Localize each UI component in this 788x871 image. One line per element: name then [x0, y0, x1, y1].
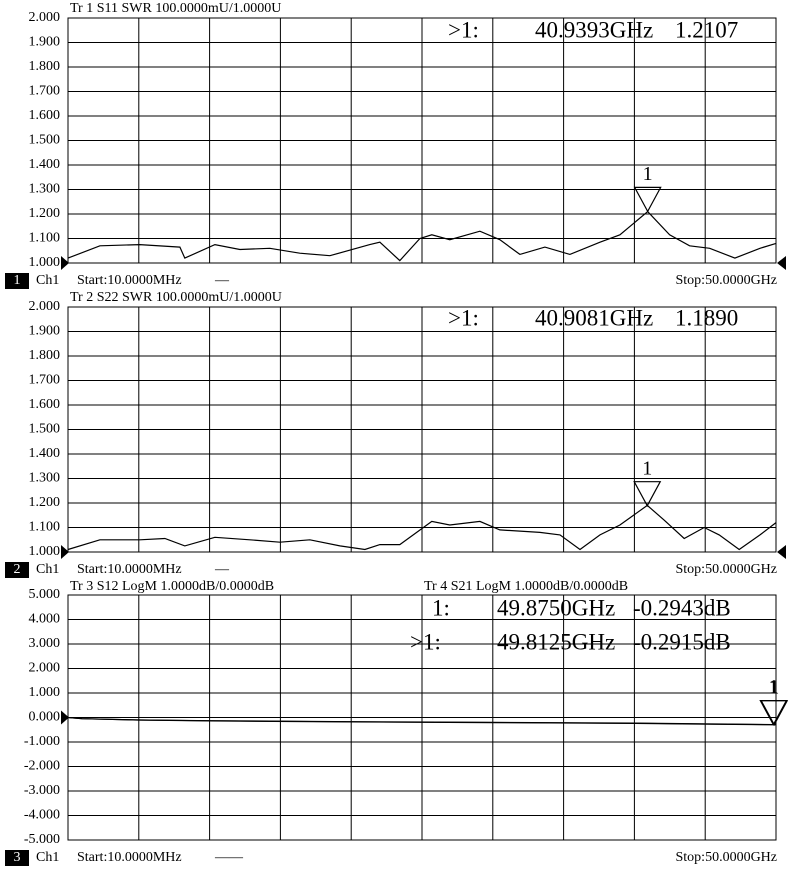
marker-prefix: >1: [410, 629, 441, 654]
marker-value: 1.2107 [675, 17, 738, 42]
trace [67, 504, 777, 551]
marker-prefix: >1: [448, 305, 479, 330]
channel-number: 1 [14, 273, 21, 288]
channel-name: Ch1 [36, 562, 59, 577]
channel-number: 3 [14, 850, 21, 865]
reference-marker [61, 545, 69, 559]
channel-number: 2 [14, 562, 21, 577]
marker-triangle [633, 186, 662, 213]
marker-label: 1 [642, 457, 652, 479]
marker-value: -0.2943dB [633, 595, 731, 620]
y-tick-label: 2.000 [29, 661, 61, 676]
y-tick-label: 1.000 [29, 685, 61, 700]
y-tick-label: -1.000 [24, 734, 60, 749]
y-tick-label: 1.200 [29, 495, 61, 510]
y-tick-label: 1.300 [29, 182, 61, 197]
y-tick-label: -4.000 [24, 808, 60, 823]
marker-value: -0.2915dB [633, 629, 731, 654]
y-tick-label: 1.200 [29, 206, 61, 221]
y-tick-label: 1.100 [29, 231, 61, 246]
y-tick-label: 5.000 [29, 587, 61, 602]
start-frequency: Start:10.0000MHz [77, 562, 182, 577]
y-tick-label: 1.400 [29, 446, 61, 461]
marker-frequency: 40.9081GHz [535, 305, 653, 330]
start-frequency: Start:10.0000MHz [77, 850, 182, 865]
marker-triangle [760, 700, 788, 726]
y-tick-label: 1.600 [29, 108, 61, 123]
marker-label: 1 [769, 676, 779, 698]
y-tick-label: 1.000 [29, 255, 61, 270]
trace-title: Tr 1 S11 SWR 100.0000mU/1.0000U [70, 1, 281, 16]
y-tick-label: -5.000 [24, 832, 60, 847]
y-tick-label: 2.000 [29, 299, 61, 314]
start-frequency: Start:10.0000MHz [77, 273, 182, 288]
y-tick-label: 1.500 [29, 422, 61, 437]
marker-triangle [759, 700, 788, 726]
y-tick-label: 1.900 [29, 35, 61, 50]
y-tick-label: 0.000 [29, 710, 61, 725]
stop-frequency: Stop:50.0000GHz [676, 850, 778, 865]
channel-badge [5, 562, 29, 578]
y-tick-label: 1.500 [29, 133, 61, 148]
marker-label: 1 [643, 163, 653, 185]
marker-prefix: 1: [432, 595, 450, 620]
trace-title: Tr 2 S22 SWR 100.0000mU/1.0000U [70, 290, 282, 305]
stop-frequency: Stop:50.0000GHz [676, 562, 778, 577]
y-tick-label: 1.800 [29, 348, 61, 363]
reference-marker [61, 256, 69, 270]
y-tick-label: 3.000 [29, 636, 61, 651]
marker-frequency: 49.8750GHz [497, 595, 615, 620]
reference-marker [777, 256, 786, 270]
y-tick-label: 1.700 [29, 84, 61, 99]
trace [67, 210, 777, 262]
marker-value: 1.1890 [675, 305, 738, 330]
y-tick-label: 1.100 [29, 520, 61, 535]
marker-triangle [633, 481, 662, 507]
y-tick-label: 1.900 [29, 324, 61, 339]
y-tick-label: -3.000 [24, 783, 60, 798]
marker-frequency: 40.9393GHz [535, 17, 653, 42]
marker-frequency: 49.8125GHz [497, 629, 615, 654]
y-tick-label: 1.000 [29, 544, 61, 559]
channel-name: Ch1 [36, 273, 59, 288]
trace-title: Tr 4 S21 LogM 1.0000dB/0.0000dB [424, 579, 628, 594]
y-tick-label: 1.300 [29, 471, 61, 486]
channel-name: Ch1 [36, 850, 59, 865]
y-tick-label: 1.400 [29, 157, 61, 172]
y-tick-label: 1.700 [29, 373, 61, 388]
stop-frequency: Stop:50.0000GHz [676, 273, 778, 288]
y-tick-label: 1.800 [29, 59, 61, 74]
y-tick-label: 2.000 [29, 10, 61, 25]
start-suffix: —— [214, 850, 244, 865]
marker-prefix: >1: [448, 17, 479, 42]
reference-marker [777, 545, 786, 559]
trace-title: Tr 3 S12 LogM 1.0000dB/0.0000dB [70, 579, 274, 594]
marker-label: 1 [768, 676, 778, 698]
channel-badge [5, 273, 29, 289]
y-tick-label: 4.000 [29, 612, 61, 627]
channel-badge [5, 850, 29, 866]
trace [67, 716, 777, 726]
reference-marker [61, 710, 69, 725]
start-suffix: — [214, 273, 230, 288]
start-suffix: — [214, 562, 230, 577]
y-tick-label: -2.000 [24, 759, 60, 774]
y-tick-label: 1.600 [29, 397, 61, 412]
